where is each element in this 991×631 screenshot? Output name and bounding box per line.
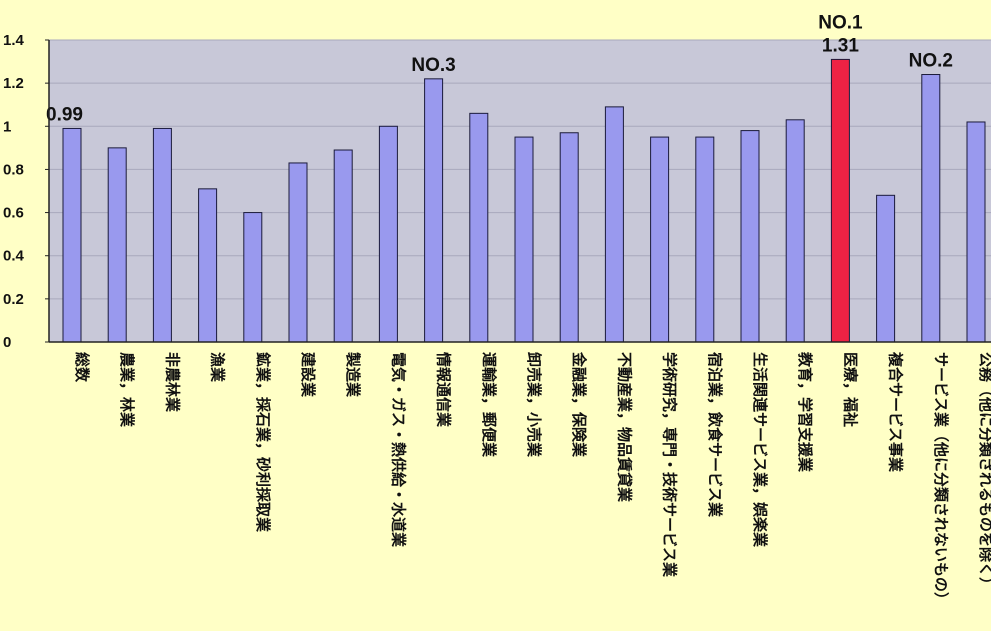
category-label: 鉱業，採石業，砂利採取業 [254, 352, 272, 533]
category-label: 電気・ガス・熱供給・水道業 [389, 352, 407, 548]
bar [876, 194, 896, 343]
category-label: 非農林業 [163, 352, 181, 413]
category-label: 農業，林業 [118, 352, 136, 428]
y-tick-label: 0 [3, 334, 11, 351]
bar [695, 136, 715, 343]
bar [921, 74, 941, 343]
bar [559, 132, 579, 343]
category-label: 卸売業，小売業 [525, 352, 543, 458]
y-tick-label: 0.6 [3, 205, 24, 222]
category-label: 製造業 [344, 351, 362, 398]
y-tick-label: 0.4 [3, 248, 25, 265]
y-axis-ticks: 0 0.2 0.4 0.6 0.8 1 1.2 1.4 [3, 32, 49, 351]
y-tick-label: 1.2 [3, 75, 24, 92]
category-label: 不動産業，物品賃貸業 [615, 352, 633, 503]
category-label: 複合サービス事業 [887, 351, 905, 473]
bar-annotation: NO.1 [818, 12, 863, 33]
category-label: 医療，福祉 [841, 352, 859, 427]
category-label: 学術研究，専門・技術サービス業 [661, 352, 679, 578]
bar-annotation: NO.3 [411, 55, 455, 76]
bar-annotation: 1.31 [822, 35, 859, 56]
category-label: 生活関連サービス業，娯楽業 [751, 352, 769, 548]
category-label: 建設業 [299, 352, 317, 398]
y-tick-label: 0.8 [3, 161, 24, 178]
category-labels: 総数 農業，林業 非農林業 漁業 鉱業，採石業，砂利採取業 建設業 製造業 電気・ガス・熱供給… [73, 351, 991, 607]
bar [740, 130, 760, 343]
bar [650, 136, 670, 343]
bar [966, 121, 986, 343]
y-tick-label: 0.2 [3, 291, 24, 308]
category-label: サービス業（他に分類されないもの） [932, 352, 950, 607]
bar [288, 162, 308, 343]
bars [62, 58, 986, 343]
bar [830, 58, 850, 343]
category-label: 情報通信業 [435, 352, 453, 428]
y-tick-label: 1.4 [3, 32, 25, 49]
bar [333, 149, 353, 343]
category-label: 漁業 [209, 352, 227, 383]
bar [107, 147, 127, 343]
bar-annotation: 0.99 [46, 104, 83, 125]
bar [469, 112, 489, 343]
bar [62, 127, 82, 343]
category-label: 宿泊業，飲食サービス業 [706, 352, 724, 518]
bar-annotation: NO.2 [909, 51, 953, 72]
bar [785, 119, 805, 343]
y-tick-label: 1 [3, 118, 11, 135]
category-label: 金融業，保険業 [570, 351, 588, 458]
bar [152, 127, 172, 343]
bar [424, 78, 444, 343]
bar [378, 125, 398, 343]
bar [514, 136, 534, 343]
bar [198, 188, 218, 343]
category-label: 公務（他に分類されるものを除く） [977, 352, 991, 592]
category-label: 教育，学習支援業 [796, 351, 814, 473]
annotations: 0.99 NO.3 NO.11.31 NO.2 [46, 12, 953, 125]
category-label: 運輸業，郵便業 [480, 352, 498, 458]
bar [604, 106, 624, 343]
bar [243, 212, 263, 343]
category-label: 総数 [73, 352, 91, 383]
